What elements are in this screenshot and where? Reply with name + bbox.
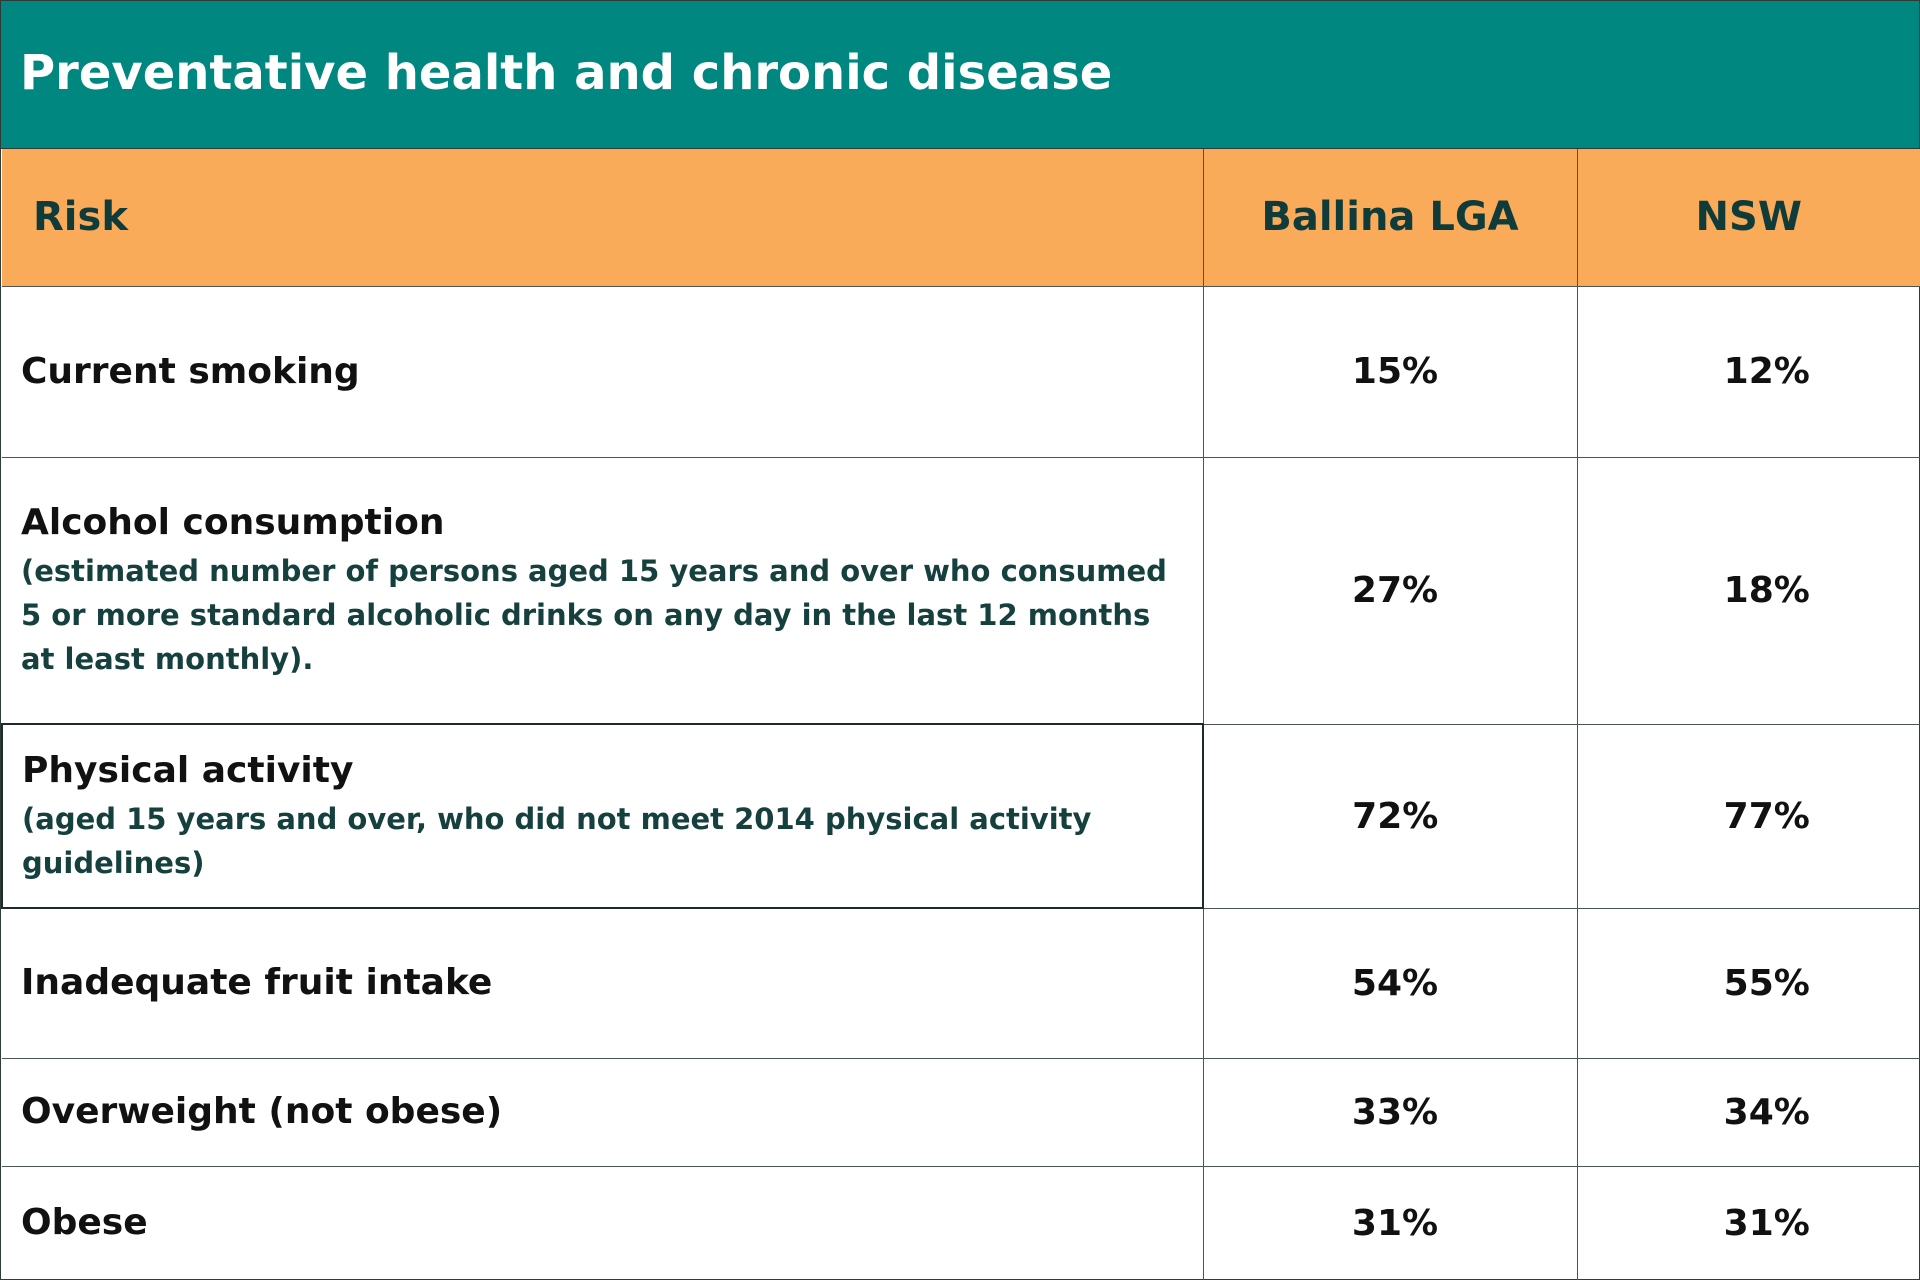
ballina-value: 33% xyxy=(1202,1057,1578,1167)
risk-name: Physical activity xyxy=(22,750,354,791)
nsw-value: 18% xyxy=(1576,456,1920,725)
risk-cell: Obese xyxy=(2,1165,1204,1280)
nsw-value: 12% xyxy=(1576,285,1920,458)
header-nsw: NSW xyxy=(1576,149,1920,287)
table-row: Current smoking 15% 12% xyxy=(2,285,1920,458)
page-title: Preventative health and chronic disease xyxy=(20,45,1113,101)
table-row: Overweight (not obese) 33% 34% xyxy=(2,1057,1920,1167)
risk-note: (estimated number of persons aged 15 yea… xyxy=(21,554,1167,677)
nsw-value: 34% xyxy=(1576,1057,1920,1167)
nsw-value: 77% xyxy=(1576,723,1920,909)
ballina-value: 54% xyxy=(1202,907,1578,1059)
risk-name: Alcohol consumption xyxy=(21,502,445,544)
risk-note: (aged 15 years and over, who did not mee… xyxy=(22,802,1092,880)
table-row: Physical activity (aged 15 years and ove… xyxy=(1,723,1920,909)
risk-cell: Physical activity (aged 15 years and ove… xyxy=(1,723,1204,909)
table-row: Alcohol consumption (estimated number of… xyxy=(2,456,1920,725)
ballina-value: 15% xyxy=(1202,285,1578,458)
risk-name: Inadequate fruit intake xyxy=(21,962,493,1004)
ballina-value: 72% xyxy=(1202,723,1578,909)
header-ballina: Ballina LGA xyxy=(1202,149,1578,287)
ballina-value: 31% xyxy=(1202,1165,1578,1280)
table-row: Inadequate fruit intake 54% 55% xyxy=(2,907,1920,1059)
table-header-row: Risk Ballina LGA NSW xyxy=(2,149,1920,287)
risk-name: Obese xyxy=(21,1202,148,1244)
risk-cell: Inadequate fruit intake xyxy=(2,907,1204,1059)
nsw-value: 55% xyxy=(1576,907,1920,1059)
risk-name: Overweight (not obese) xyxy=(21,1091,503,1132)
nsw-value: 31% xyxy=(1576,1165,1920,1280)
risk-cell: Alcohol consumption (estimated number of… xyxy=(2,456,1204,725)
risk-cell: Overweight (not obese) xyxy=(2,1057,1204,1167)
risk-table: Risk Ballina LGA NSW Current smoking 15%… xyxy=(1,149,1920,1280)
risk-cell: Current smoking xyxy=(2,285,1204,458)
header-risk: Risk xyxy=(2,149,1204,287)
title-bar: Preventative health and chronic disease xyxy=(1,1,1919,149)
ballina-value: 27% xyxy=(1202,456,1578,725)
risk-name: Current smoking xyxy=(21,350,360,392)
table-row: Obese 31% 31% xyxy=(2,1165,1920,1280)
